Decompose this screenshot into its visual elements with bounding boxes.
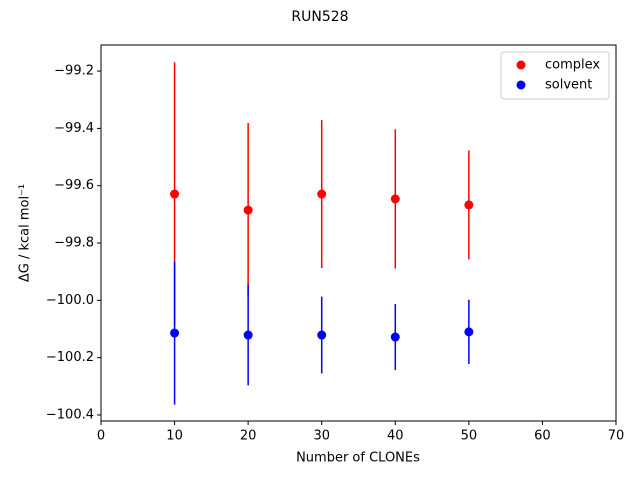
x-tick-label: 0 [97,429,105,444]
x-tick-label: 70 [608,429,625,444]
point [243,205,253,215]
chart-title: RUN528 [291,9,348,25]
x-tick-label: 10 [166,429,183,444]
x-tick-label: 30 [313,429,330,444]
axes-frame [100,44,617,422]
point [317,330,327,340]
point [317,189,327,199]
legend-marker [516,60,526,70]
x-tick-label: 40 [387,429,404,444]
y-tick-label: −99.8 [54,236,94,251]
x-axis-label: Number of CLONEs [296,451,420,466]
point [170,328,180,338]
x-tick-label: 60 [534,429,551,444]
x-tick-label: 50 [461,429,478,444]
y-axis-label: ΔG / kcal mol⁻¹ [18,184,33,282]
y-tick-label: −100.2 [46,350,94,365]
point [464,200,474,210]
y-tick-label: −99.4 [54,121,94,136]
x-tick-label: 20 [240,429,257,444]
point [464,327,474,337]
y-tick-label: −99.2 [54,64,94,79]
legend-label: solvent [545,78,592,93]
legend-label: complex [545,58,600,73]
y-tick-label: −99.6 [54,178,94,193]
point [390,332,400,342]
y-tick-label: −100.4 [46,407,94,422]
point [243,330,253,340]
legend-box [500,51,610,100]
y-tick-label: −100.0 [46,293,94,308]
point [390,194,400,204]
point [170,189,180,199]
legend-marker [516,80,526,90]
